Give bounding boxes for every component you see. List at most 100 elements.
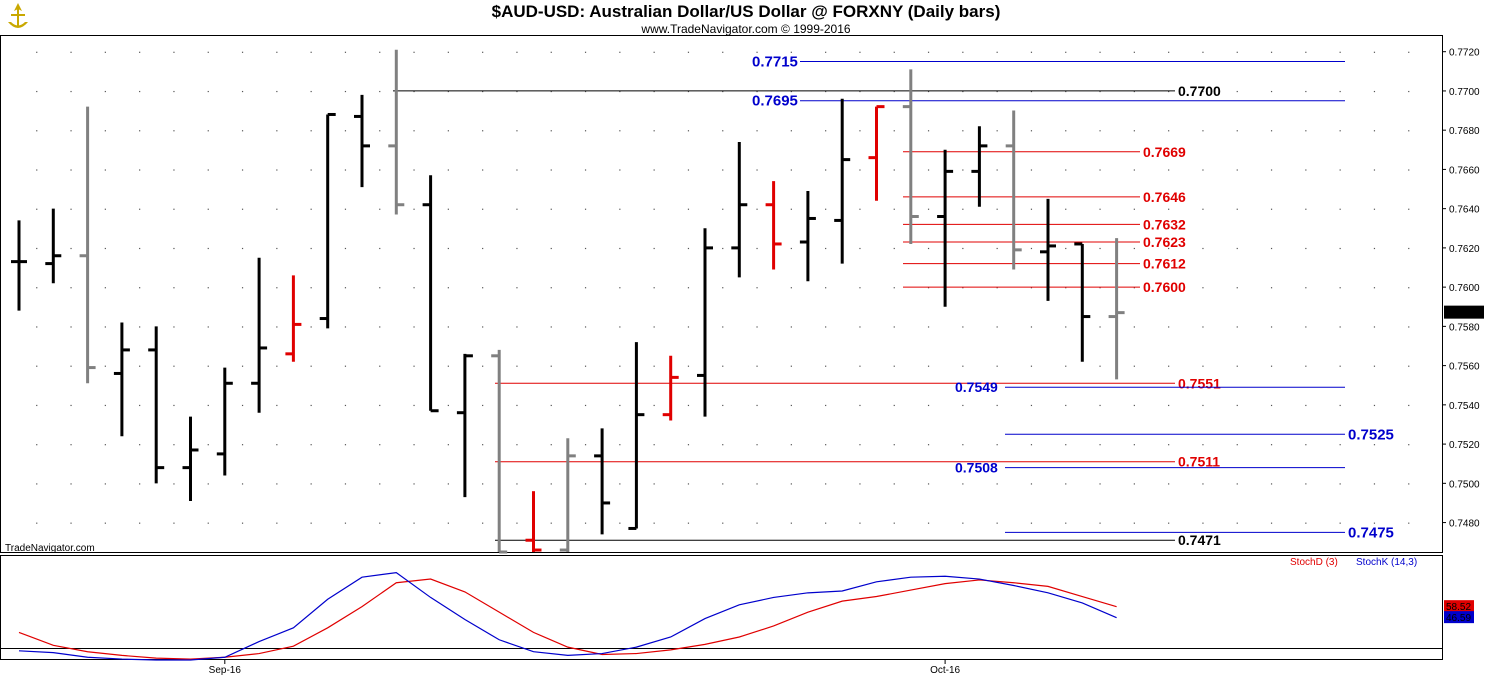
grid-dot — [516, 483, 518, 485]
grid-dot — [619, 287, 621, 289]
grid-dot — [893, 365, 895, 367]
grid-dot — [825, 247, 827, 250]
grid-dot — [1373, 522, 1376, 524]
grid-dot — [1339, 483, 1341, 485]
grid-dot — [790, 90, 792, 93]
grid-dot — [1408, 130, 1410, 132]
grid-dot — [70, 483, 72, 485]
grid-dot — [1408, 326, 1410, 328]
stochd-value-tag: 58.52 — [1444, 600, 1474, 613]
grid-dot — [241, 287, 244, 289]
grid-dot — [379, 326, 381, 328]
grid-dot — [687, 404, 690, 407]
grid-dot — [1168, 90, 1170, 93]
grid-dot — [962, 90, 964, 93]
grid-dot — [825, 287, 827, 289]
grid-dot — [550, 130, 552, 132]
grid-dot — [1133, 90, 1135, 93]
grid-dot — [344, 208, 347, 210]
grid-dot — [482, 522, 484, 524]
stochastic-lines — [18, 571, 1117, 661]
grid-dot — [790, 365, 792, 367]
grid-dot — [310, 365, 312, 367]
grid-dot — [447, 483, 449, 485]
grid-dot — [276, 522, 278, 524]
grid-dot — [1133, 130, 1135, 132]
grid-dot — [996, 130, 998, 132]
grid-dot — [1236, 522, 1238, 524]
grid-dot — [550, 51, 552, 53]
grid-dot — [927, 51, 930, 53]
y-tick-label: 0.7600 — [1449, 283, 1480, 294]
grid-dot — [1133, 404, 1135, 407]
grid-dot — [1099, 326, 1101, 328]
grid-dot — [653, 404, 655, 407]
grid-dot — [756, 287, 758, 289]
grid-dot — [413, 326, 415, 328]
grid-dot — [482, 208, 484, 210]
grid-dot — [859, 90, 861, 93]
grid-dot — [1408, 287, 1410, 289]
y-tick-label: 0.7580 — [1449, 322, 1480, 333]
grid-dot — [584, 51, 587, 53]
grid-dot — [1270, 51, 1273, 53]
grid-dot — [70, 169, 72, 171]
grid-dot — [1133, 326, 1135, 328]
grid-dot — [584, 404, 587, 407]
grid-dot — [36, 287, 38, 289]
grid-dot — [1408, 169, 1410, 171]
grid-dot — [825, 169, 827, 171]
grid-dot — [1030, 404, 1033, 407]
grid-dot — [687, 522, 690, 524]
grid-dot — [1030, 326, 1033, 328]
grid-dot — [550, 483, 552, 485]
grid-dot — [859, 208, 861, 210]
grid-dot — [1168, 365, 1170, 367]
ohlc-bar — [662, 355, 679, 421]
grid-dot — [139, 404, 141, 407]
grid-dot — [207, 287, 209, 289]
price-panel-frame — [0, 35, 1443, 553]
y-tick-label: 0.7540 — [1449, 401, 1480, 412]
grid-dot — [653, 51, 655, 53]
ohlc-bar — [868, 105, 885, 201]
grid-dot — [1408, 247, 1410, 250]
grid-dot — [790, 326, 792, 328]
grid-dot — [1408, 51, 1410, 53]
grid-dot — [790, 169, 792, 171]
grid-dot — [550, 365, 552, 367]
watermark: TradeNavigator.com — [5, 543, 95, 554]
grid-dot — [1202, 404, 1204, 407]
grid-dot — [859, 287, 861, 289]
grid-dot — [584, 483, 587, 485]
grid-dot — [1305, 287, 1307, 289]
grid-dot — [927, 287, 930, 289]
grid-dot — [687, 130, 690, 132]
grid-dot — [859, 51, 861, 53]
grid-dot — [173, 483, 175, 485]
grid-dot — [893, 287, 895, 289]
grid-dot — [173, 444, 175, 446]
grid-dot — [413, 522, 415, 524]
grid-dot — [139, 444, 141, 446]
grid-dot — [825, 444, 827, 446]
grid-dot — [584, 444, 587, 446]
grid-dot — [482, 247, 484, 250]
grid-dot — [1236, 130, 1238, 132]
grid-dot — [276, 326, 278, 328]
grid-dot — [1305, 483, 1307, 485]
grid-dot — [1065, 51, 1067, 53]
grid-dot — [1168, 444, 1170, 446]
grid-dot — [104, 208, 106, 210]
grid-dot — [722, 287, 724, 289]
grid-dot — [756, 169, 758, 171]
grid-dot — [1270, 326, 1273, 328]
grid-dot — [584, 365, 587, 367]
grid-dot — [893, 169, 895, 171]
grid-dot — [1065, 130, 1067, 132]
grid-dot — [756, 404, 758, 407]
grid-dot — [1030, 169, 1033, 171]
grid-dot — [1065, 208, 1067, 210]
ohlc-bar — [491, 349, 508, 554]
grid-dot — [1133, 51, 1135, 53]
